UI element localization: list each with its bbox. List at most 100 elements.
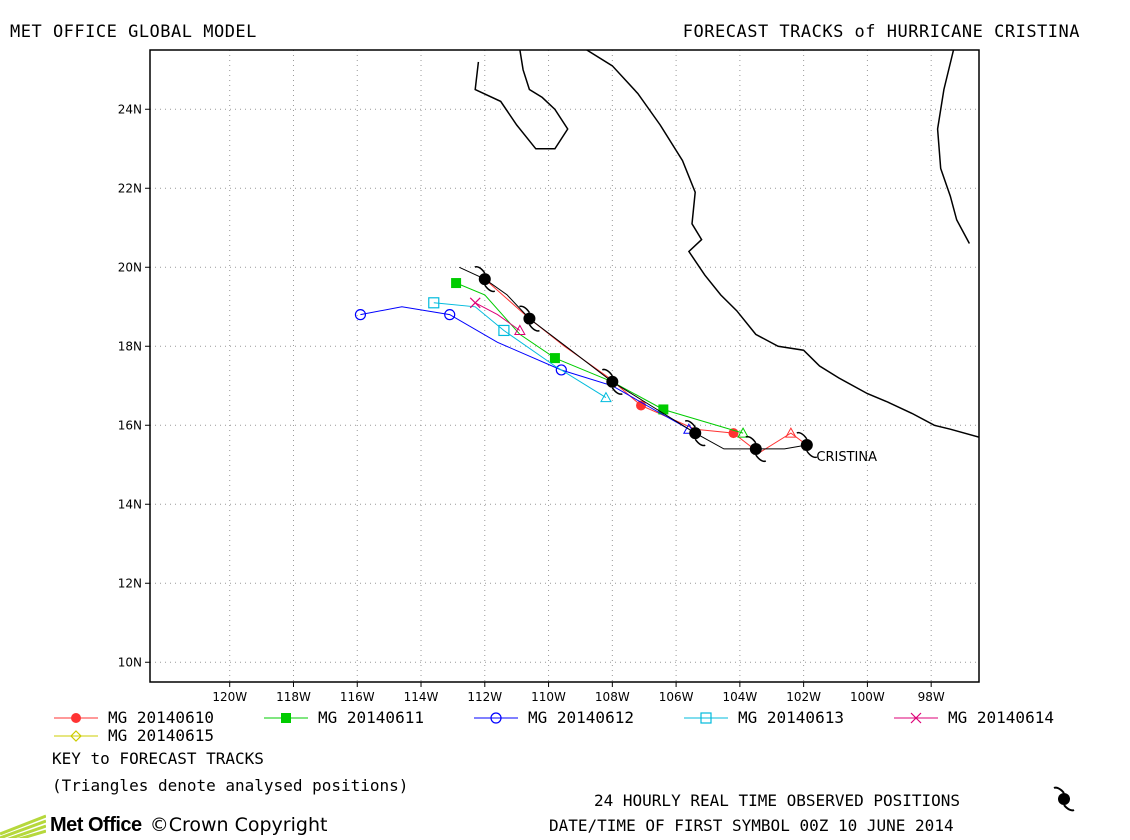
first-symbol-datetime: DATE/TIME OF FIRST SYMBOL 00Z 10 JUNE 20… [549,816,954,835]
forecast-track [469,297,526,335]
track-marker [451,278,462,289]
coastline [474,50,569,150]
legend-label: MG 20140613 [738,708,844,727]
map-grid [150,50,979,682]
track-marker [636,400,647,411]
observed-positions [459,266,818,463]
hurricane-symbol-arm [528,324,540,332]
legend-swatch-marker [490,711,502,724]
legend-item: MG 20140611 [262,708,424,727]
lat-tick-label: 22N [118,181,142,195]
lon-tick-label: 98W [918,690,945,704]
forecast-track [354,306,695,434]
hurricane-symbol [684,420,706,447]
key-note: (Triangles denote analysed positions) [52,776,409,795]
track-line [433,302,607,399]
lat-tick-label: 10N [118,655,142,669]
lat-tick-label: 24N [118,102,142,116]
hurricane-symbol-arm [796,431,808,440]
observed-track-line [459,266,807,450]
lon-tick-label: 118W [276,690,311,704]
legend-swatch-marker [70,729,82,742]
axis-ticks: 120W 118W 116W 114W 112W 110W 108W 106W 104W 102W… [118,102,945,704]
forecast-track [451,278,749,438]
coastline [936,50,971,244]
header-left-title: MET OFFICE GLOBAL MODEL [10,22,257,42]
lat-tick-label: 18N [118,339,142,353]
map-frame [149,49,980,683]
track-marker [469,297,481,309]
hurricane-symbol-arm [484,284,496,293]
lon-tick-label: 110W [531,690,566,704]
analysed-position-marker [785,427,797,438]
lat-tick-label: 16N [118,418,142,432]
hurricane-symbol [519,305,540,332]
track-marker [498,324,510,337]
analysed-position-marker [514,324,526,335]
legend-swatch-marker [910,712,922,723]
hurricane-symbol-core [749,442,762,455]
observed-positions-label: 24 HOURLY REAL TIME OBSERVED POSITIONS [594,791,961,810]
legend-label: MG 20140614 [948,708,1054,727]
track-marker [555,364,567,376]
lon-tick-label: 112W [467,690,502,704]
header-right-title: FORECAST TRACKS of HURRICANE CRISTINA [682,22,1080,42]
hurricane-symbol [601,368,623,395]
hurricane-symbol-core [523,312,536,325]
legend-item: MG 20140614 [892,708,1054,727]
legend-swatch [264,712,308,723]
met-office-waves-icon [0,814,46,838]
track-line [484,278,808,454]
hurricane-symbol-icon [1053,786,1075,812]
legend-label: MG 20140611 [318,708,424,727]
track-marker [549,353,560,364]
lat-tick-label: 20N [118,260,142,274]
hurricane-symbol-arm [601,368,613,377]
hurricane-symbol-arm [755,454,767,463]
hurricane-symbol-arm [519,305,531,314]
analysed-position-marker [737,427,749,438]
legend-swatch [474,711,518,724]
coastline [586,50,979,438]
legend-item: MG 20140613 [682,708,844,727]
legend-swatch [894,712,938,723]
hurricane-symbol-core [478,273,491,286]
forecast-tracks [354,278,808,454]
hurricane-symbol [796,431,818,459]
track-marker [354,309,367,321]
hurricane-symbol-arm [745,435,757,444]
track-line [360,306,690,430]
lon-tick-label: 100W [850,690,885,704]
lon-tick-label: 114W [404,690,439,704]
lon-tick-label: 116W [340,690,375,704]
legend-swatch-marker [700,711,712,724]
track-line [455,282,744,434]
lat-tick-label: 14N [118,497,142,511]
legend-swatch-marker [281,712,291,723]
legend-label: MG 20140615 [108,726,214,745]
storm-label: CRISTINA [816,450,877,465]
lat-tick-label: 12N [118,576,142,590]
key-title: KEY to FORECAST TRACKS [52,749,264,768]
forecast-track [484,278,808,454]
copyright: ©Crown Copyright [149,814,328,836]
hurricane-symbol [474,266,496,293]
lon-tick-label: 104W [722,690,757,704]
legend-label: MG 20140610 [108,708,214,727]
forecast-track [428,297,612,403]
hurricane-symbol-arm [474,266,486,274]
hurricane-symbol-arm [611,387,623,395]
coastlines [474,50,979,438]
lon-tick-label: 102W [786,690,821,704]
hurricane-symbol-core [800,439,813,451]
legend-item: MG 20140615 [52,726,214,745]
legend-swatch [54,729,98,742]
track-marker [428,297,440,309]
hurricane-symbol-arm [806,450,818,459]
hurricane-symbol [745,435,767,463]
hurricane-symbol-core [689,427,702,440]
hurricane-symbol-arm [684,420,696,428]
legend-swatch [54,712,98,723]
legend-swatch-marker [71,712,81,723]
